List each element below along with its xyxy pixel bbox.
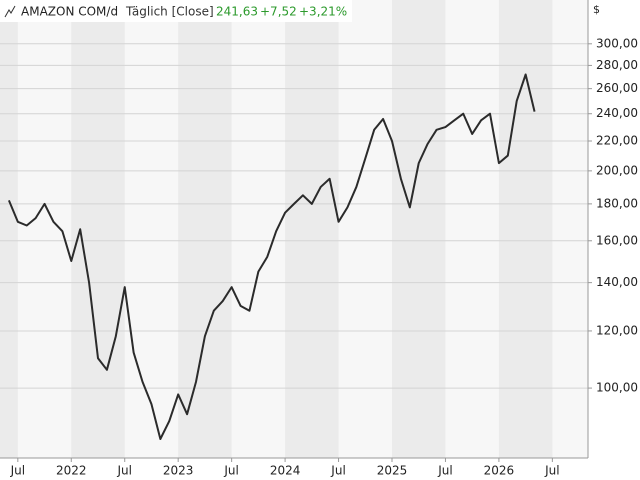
x-tick-label: 2023: [163, 464, 194, 478]
y-tick-label: 220,00: [596, 133, 638, 147]
y-tick-label: 260,00: [596, 81, 638, 95]
period-band: [498, 0, 553, 458]
y-tick-label: 280,00: [596, 58, 638, 72]
y-tick-label: 160,00: [596, 233, 638, 247]
y-tick-label: 180,00: [596, 196, 638, 210]
period-band: [392, 0, 446, 458]
change-percent: +3,21%: [299, 5, 347, 19]
period-band: [285, 0, 339, 458]
x-tick-label: Jul: [10, 464, 25, 478]
change: +7,52: [260, 5, 297, 19]
header-background: [0, 0, 352, 22]
period-band: [178, 0, 232, 458]
x-tick-label: Jul: [330, 464, 345, 478]
y-tick-label: 200,00: [596, 163, 638, 177]
y-tick-label: 120,00: [596, 323, 638, 337]
price-line: [7, 73, 536, 440]
period-band: [0, 0, 18, 458]
x-tick-label: 2026: [484, 464, 515, 478]
y-unit: $: [593, 3, 600, 16]
last-price: 241,63: [216, 5, 258, 19]
y-tick-label: 300,00: [596, 36, 638, 50]
chart-title: AMAZON COM/d: [21, 5, 118, 19]
y-tick-label: 240,00: [596, 106, 638, 120]
y-tick-label: 140,00: [596, 275, 638, 289]
x-tick-label: Jul: [116, 464, 131, 478]
x-tick-label: Jul: [223, 464, 238, 478]
x-tick-label: Jul: [544, 464, 559, 478]
chart-icon: [4, 5, 16, 18]
chart-subtitle: Täglich [Close]: [125, 5, 214, 19]
x-tick-label: 2025: [377, 464, 408, 478]
x-tick-label: Jul: [437, 464, 452, 478]
x-tick-label: 2022: [56, 464, 87, 478]
x-tick-label: 2024: [270, 464, 301, 478]
y-tick-label: 100,00: [596, 381, 638, 395]
